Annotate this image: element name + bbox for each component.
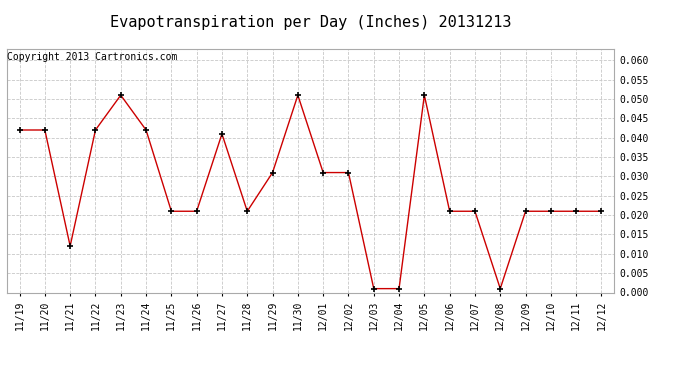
Text: Evapotranspiration per Day (Inches) 20131213: Evapotranspiration per Day (Inches) 2013… bbox=[110, 15, 511, 30]
Text: ET  (Inches): ET (Inches) bbox=[506, 68, 577, 78]
Text: Copyright 2013 Cartronics.com: Copyright 2013 Cartronics.com bbox=[7, 53, 177, 63]
